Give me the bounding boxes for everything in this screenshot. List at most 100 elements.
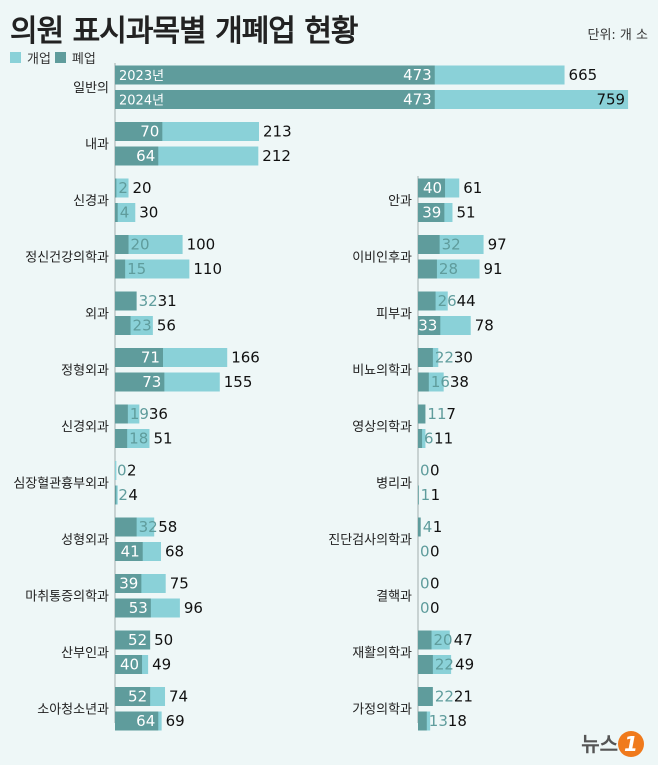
- value-close: 22: [435, 349, 454, 367]
- bar-close: [115, 542, 143, 561]
- value-close: 41: [121, 543, 140, 561]
- bar-close: [418, 404, 426, 424]
- value-open: 7: [446, 405, 456, 423]
- bar-close: [115, 711, 159, 731]
- category-label: 비뇨의학과: [352, 364, 412, 379]
- bar-close: [418, 429, 423, 448]
- value-close: 2: [118, 179, 128, 197]
- legend-swatch-close: [54, 52, 66, 63]
- value-close: 40: [423, 179, 442, 197]
- bar-close: [115, 146, 159, 166]
- value-close: 32: [442, 236, 461, 254]
- bar-close: [115, 630, 151, 650]
- legend-swatch-open: [10, 52, 21, 63]
- value-close: 0: [117, 462, 127, 480]
- value-open: 213: [263, 123, 292, 141]
- value-open: 21: [454, 688, 473, 706]
- bar-close: [418, 517, 421, 537]
- value-close: 1: [421, 486, 431, 504]
- value-close: 0: [420, 462, 430, 480]
- value-open: 155: [224, 373, 253, 391]
- category-label: 외과: [85, 307, 109, 322]
- value-close: 71: [141, 349, 160, 367]
- value-close: 32: [139, 292, 158, 310]
- bar-close: [115, 291, 137, 311]
- value-open: 0: [430, 575, 440, 593]
- value-close: 15: [127, 260, 146, 278]
- bar-close: [418, 630, 432, 650]
- value-open: 0: [430, 462, 440, 480]
- value-open: 0: [430, 599, 440, 617]
- category-label: 재활의학과: [352, 646, 412, 661]
- value-close: 28: [439, 260, 458, 278]
- value-open: 759: [596, 91, 625, 109]
- value-close: 0: [420, 575, 430, 593]
- year-label: 2023년: [119, 69, 164, 84]
- value-close: 473: [403, 91, 432, 109]
- chart-title: 의원 표시과목별 개폐업 현황: [10, 14, 359, 49]
- value-close: 64: [136, 712, 155, 730]
- value-open: 91: [484, 260, 503, 278]
- value-close: 73: [142, 373, 161, 391]
- value-open: 1: [431, 486, 441, 504]
- category-label: 심장혈관흉부외과: [13, 477, 109, 492]
- value-open: 96: [184, 599, 203, 617]
- bar-close: [115, 404, 128, 424]
- bar-open: [115, 259, 190, 279]
- value-close: 473: [403, 66, 432, 84]
- bar-close: [115, 235, 129, 254]
- value-close: 70: [140, 123, 159, 141]
- bar-close: [115, 372, 165, 392]
- bar-close: [418, 687, 433, 706]
- legend-open: 개업: [27, 52, 51, 67]
- category-label: 영상의학과: [352, 420, 412, 435]
- value-close: 39: [119, 575, 138, 593]
- category-label: 소아청소년과: [37, 703, 109, 718]
- value-open: 18: [448, 712, 467, 730]
- value-open: 47: [454, 631, 473, 649]
- value-open: 2: [127, 462, 137, 480]
- category-label: 내과: [85, 138, 109, 153]
- bar-open: [115, 235, 183, 254]
- bar-close: [115, 429, 128, 448]
- value-close: 11: [427, 405, 446, 423]
- value-open: 212: [262, 147, 291, 165]
- bar-open: [115, 485, 118, 505]
- category-label: 결핵과: [376, 590, 412, 605]
- value-close: 22: [435, 656, 454, 674]
- category-label: 산부인과: [61, 646, 109, 661]
- value-close: 52: [128, 631, 147, 649]
- value-close: 18: [129, 430, 148, 448]
- bar-close: [115, 517, 137, 537]
- value-close: 23: [133, 317, 152, 335]
- bar-close: [115, 259, 126, 279]
- value-close: 52: [128, 688, 147, 706]
- value-open: 38: [450, 373, 469, 391]
- bar-open: [115, 178, 129, 198]
- category-label: 정신건강의학과: [25, 251, 109, 266]
- value-close: 2: [118, 486, 128, 504]
- value-close: 53: [129, 599, 148, 617]
- news1-logo: 뉴스 1: [581, 728, 644, 757]
- value-open: 68: [165, 543, 184, 561]
- bar-close: [418, 348, 433, 367]
- bar-close: [115, 65, 435, 85]
- category-label: 성형외과: [61, 533, 109, 548]
- value-close: 0: [420, 599, 430, 617]
- value-open: 30: [454, 349, 473, 367]
- value-open: 50: [154, 631, 173, 649]
- bar-close: [418, 291, 436, 311]
- bar-close: [115, 655, 143, 674]
- value-close: 19: [130, 405, 149, 423]
- bar-close: [418, 372, 429, 392]
- value-open: 49: [152, 656, 171, 674]
- category-label: 피부과: [376, 307, 412, 322]
- value-open: 166: [231, 349, 260, 367]
- year-label: 2024년: [119, 94, 164, 109]
- value-open: 56: [157, 317, 176, 335]
- bar-close: [115, 178, 117, 198]
- value-open: 74: [169, 688, 188, 706]
- category-label: 신경과: [73, 194, 109, 209]
- value-open: 78: [475, 317, 494, 335]
- value-close: 20: [434, 631, 453, 649]
